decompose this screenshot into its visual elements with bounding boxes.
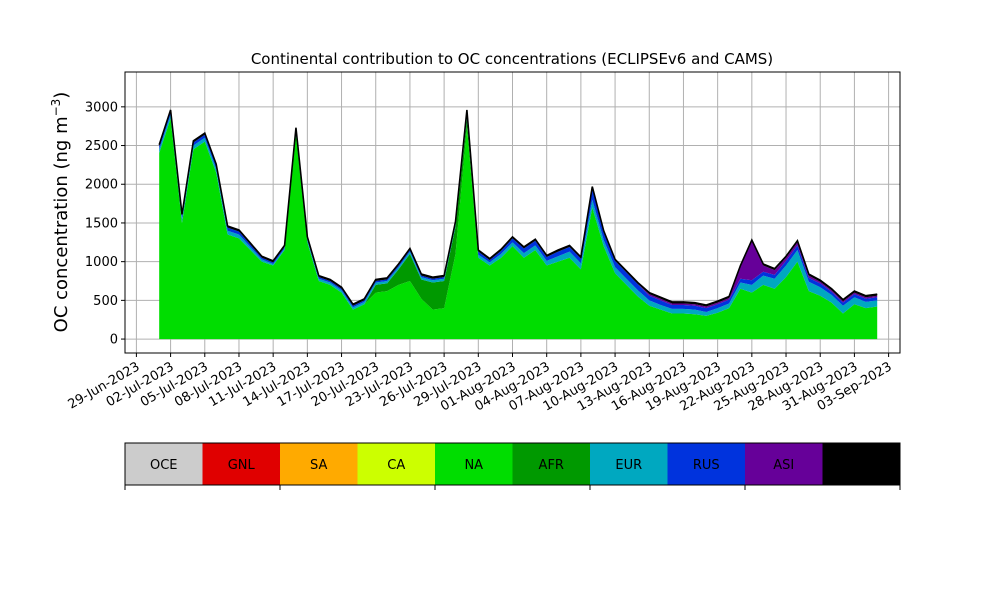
y-tick-label: 3000 — [85, 100, 118, 115]
y-tick-label: 1500 — [85, 216, 118, 231]
legend-swatch-na — [435, 443, 513, 485]
plot-area: 0 500 1000 1500 2000 2500 3000 29-Jun-202302-J… — [66, 71, 901, 415]
y-axis-label-main: OC concentration (ng m — [51, 116, 72, 332]
legend-label-eur: EUR — [615, 458, 642, 473]
legend-swatch-oce — [125, 443, 203, 485]
legend-label-rus: RUS — [693, 458, 720, 473]
legend-label-asi: ASI — [773, 458, 794, 473]
total-line — [158, 109, 878, 306]
legend-swatch-sa — [280, 443, 358, 485]
stacked-areas — [159, 109, 878, 340]
legend-label-oce: OCE — [150, 458, 178, 473]
y-tick-label: 0 — [110, 333, 118, 348]
legend-label-ca: CA — [387, 458, 405, 473]
legend-label-na: NA — [464, 458, 483, 473]
y-tick-label: 2000 — [85, 178, 118, 193]
y-axis-label-close: ) — [51, 92, 72, 99]
legend-swatch-rus — [667, 443, 745, 485]
legend-frame — [124, 442, 901, 486]
y-axis-label: OC concentration (ng m−3) — [49, 92, 72, 333]
y-axis-label-sup: −3 — [49, 99, 63, 117]
chart-title: Continental contribution to OC concentra… — [251, 50, 773, 68]
legend-swatch-eur — [590, 443, 668, 485]
y-tick-label: 500 — [93, 294, 118, 309]
y-axis-ticks: 0 500 1000 1500 2000 2500 3000 — [85, 100, 125, 348]
area-na — [159, 118, 878, 340]
legend-label-sa: SA — [310, 458, 327, 473]
y-tick-label: 2500 — [85, 139, 118, 154]
legend-swatch-ca — [357, 443, 435, 485]
y-tick-label: 1000 — [85, 255, 118, 270]
legend-swatch-gnl — [202, 443, 280, 485]
legend-label-gnl: GNL — [228, 458, 256, 473]
total-outline — [158, 109, 878, 306]
legend-swatch-aus — [822, 443, 900, 485]
x-axis-ticks: 29-Jun-202302-Jul-202305-Jul-202308-Jul-… — [66, 353, 895, 415]
legend-swatch-asi — [745, 443, 823, 485]
legend-swatch-afr — [512, 443, 590, 485]
legend: OCE GNL SA CA NA AFR EUR RUS ASI AUS — [124, 442, 901, 490]
legend-label-aus: AUS — [848, 458, 875, 473]
legend-label-afr: AFR — [539, 458, 564, 473]
